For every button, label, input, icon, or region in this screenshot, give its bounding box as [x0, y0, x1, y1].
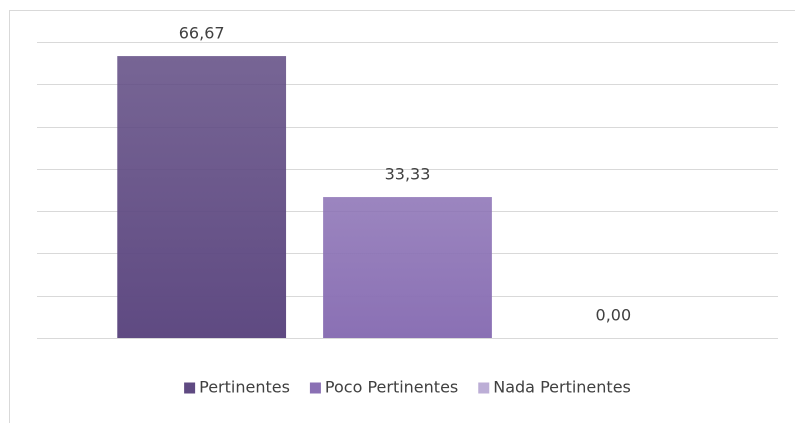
- legend-label: Pertinentes: [199, 378, 290, 397]
- bar: [117, 56, 287, 338]
- legend-swatch: [309, 382, 321, 394]
- legend-swatch: [478, 382, 490, 394]
- bar: [323, 197, 492, 338]
- data-label: 33,33: [385, 165, 431, 184]
- data-label: 66,67: [179, 24, 225, 43]
- legend-label: Nada Pertinentes: [493, 378, 631, 397]
- data-label: 0,00: [596, 306, 632, 325]
- legend-label: Poco Pertinentes: [325, 378, 458, 397]
- chart-frame: [9, 10, 795, 423]
- legend-swatch: [184, 382, 196, 394]
